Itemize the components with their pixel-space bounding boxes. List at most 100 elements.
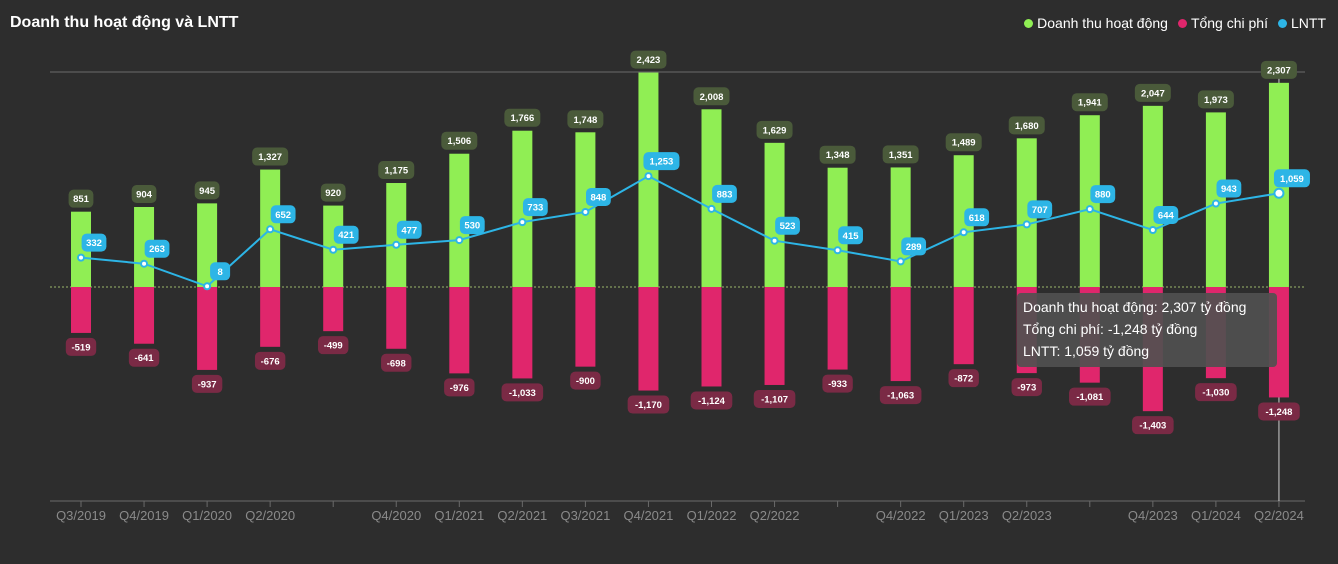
x-tick-label: Q1/2022 (687, 508, 737, 523)
revenue-label-bg (131, 184, 157, 203)
cost-label-bg (822, 374, 853, 393)
cost-label-bg (444, 378, 475, 397)
cost-bar (197, 287, 218, 370)
cost-bar (449, 287, 470, 374)
lntt-point (77, 253, 85, 262)
lntt-label-bg (643, 152, 680, 171)
cost-label: -1,063 (887, 391, 914, 402)
revenue-label: 1,766 (510, 113, 534, 124)
lntt-label-bg (1153, 206, 1179, 225)
lntt-label: 263 (149, 244, 165, 255)
lntt-label-bg (901, 237, 927, 256)
revenue-label-bg (1197, 90, 1234, 109)
x-tick-label: Q1/2024 (1191, 508, 1241, 523)
x-tick-label: Q4/2023 (1128, 508, 1178, 523)
cost-bar (953, 287, 974, 365)
cost-label-bg (1011, 378, 1042, 397)
cost-label: -976 (450, 383, 469, 394)
cost-label: -1,403 (1139, 421, 1166, 432)
revenue-label-bg (945, 133, 982, 152)
cost-bar (575, 287, 596, 367)
revenue-label-bg (756, 120, 793, 139)
revenue-label-bg (194, 181, 220, 200)
chart-title: Doanh thu hoạt động và LNTT (10, 14, 239, 31)
lntt-label-bg (210, 262, 231, 281)
lntt-point (203, 282, 212, 291)
lntt-label-bg (270, 205, 296, 224)
revenue-label: 1,489 (952, 138, 976, 149)
lntt-label: 733 (527, 203, 543, 214)
x-tick-label: Q3/2019 (56, 508, 106, 523)
lntt-point (770, 236, 779, 245)
cost-label-bg (627, 395, 670, 414)
cost-label-bg (65, 337, 97, 356)
cost-bar (512, 287, 533, 379)
cost-label-bg (1132, 416, 1174, 435)
cost-bar (323, 287, 344, 332)
cost-label-bg (1069, 387, 1111, 406)
lntt-label-bg (964, 208, 990, 227)
cost-bar (827, 287, 848, 370)
cost-label: -872 (954, 374, 973, 385)
cost-label: -499 (324, 341, 343, 352)
revenue-label-bg (882, 145, 919, 164)
revenue-label-bg (320, 183, 346, 202)
revenue-label-bg (630, 50, 667, 69)
lntt-point (329, 245, 338, 254)
lntt-point (896, 257, 905, 266)
lntt-point (266, 225, 275, 234)
cost-label: -973 (1017, 383, 1036, 394)
legend-dot-cost (1177, 18, 1187, 28)
revenue-label-bg (1260, 60, 1297, 79)
legend-item-lntt[interactable]: LNTT (1278, 15, 1326, 31)
lntt-label: 421 (338, 230, 355, 241)
revenue-label: 1,506 (447, 136, 471, 147)
lntt-label-bg (1216, 179, 1242, 198)
lntt-point (1085, 205, 1094, 214)
legend-item-revenue[interactable]: Doanh thu hoạt động (1024, 15, 1168, 31)
revenue-bar (701, 109, 722, 288)
cost-label: -1,107 (761, 394, 788, 405)
x-tick-label: Q2/2021 (497, 508, 547, 523)
revenue-label: 851 (73, 194, 90, 205)
cost-label-bg (570, 371, 601, 390)
lntt-point (1211, 199, 1220, 208)
revenue-label: 1,973 (1204, 95, 1228, 106)
lntt-line (80, 174, 1280, 288)
lntt-label-bg (1090, 185, 1116, 204)
cost-label-bg (690, 391, 733, 410)
legend-item-cost[interactable]: Tổng chi phí (1177, 15, 1268, 31)
lntt-point (833, 246, 842, 255)
lntt-label: 644 (1158, 211, 1175, 222)
cost-label: -1,170 (635, 400, 662, 411)
revenue-label: 2,047 (1141, 88, 1165, 99)
cost-label-bg (128, 348, 160, 367)
x-tick-label: Q1/2023 (939, 508, 989, 523)
revenue-bar (764, 142, 785, 287)
x-tick-label: Q1/2020 (182, 508, 232, 523)
x-tick-label: Q2/2020 (245, 508, 295, 523)
tooltip-revenue: Doanh thu hoạt động: 2,307 tỷ đồng (1023, 299, 1247, 315)
revenue-label-bg (68, 189, 94, 208)
lntt-label: 523 (780, 221, 796, 232)
revenue-label-bg (441, 131, 478, 150)
tooltip-cost: Tổng chi phí: -1,248 tỷ đồng (1023, 321, 1198, 337)
lntt-label: 848 (590, 192, 606, 203)
lntt-point (1148, 226, 1157, 235)
lntt-label-bg (81, 233, 107, 252)
tooltip-lntt: LNTT: 1,059 tỷ đồng (1023, 343, 1150, 359)
revenue-label: 1,175 (384, 166, 408, 177)
lntt-point (581, 207, 590, 216)
cost-label: -676 (261, 356, 280, 367)
cost-label-bg (879, 386, 922, 405)
revenue-bar (827, 167, 848, 287)
cost-bar (701, 287, 722, 387)
revenue-label-bg (819, 145, 856, 164)
cost-bar (386, 287, 407, 349)
lntt-point (518, 218, 527, 227)
legend-label-cost: Tổng chi phí (1190, 15, 1268, 31)
revenue-bar (890, 167, 911, 287)
revenue-label: 920 (325, 188, 341, 199)
lntt-label: 415 (843, 231, 860, 242)
lntt-label: 943 (1221, 184, 1237, 195)
